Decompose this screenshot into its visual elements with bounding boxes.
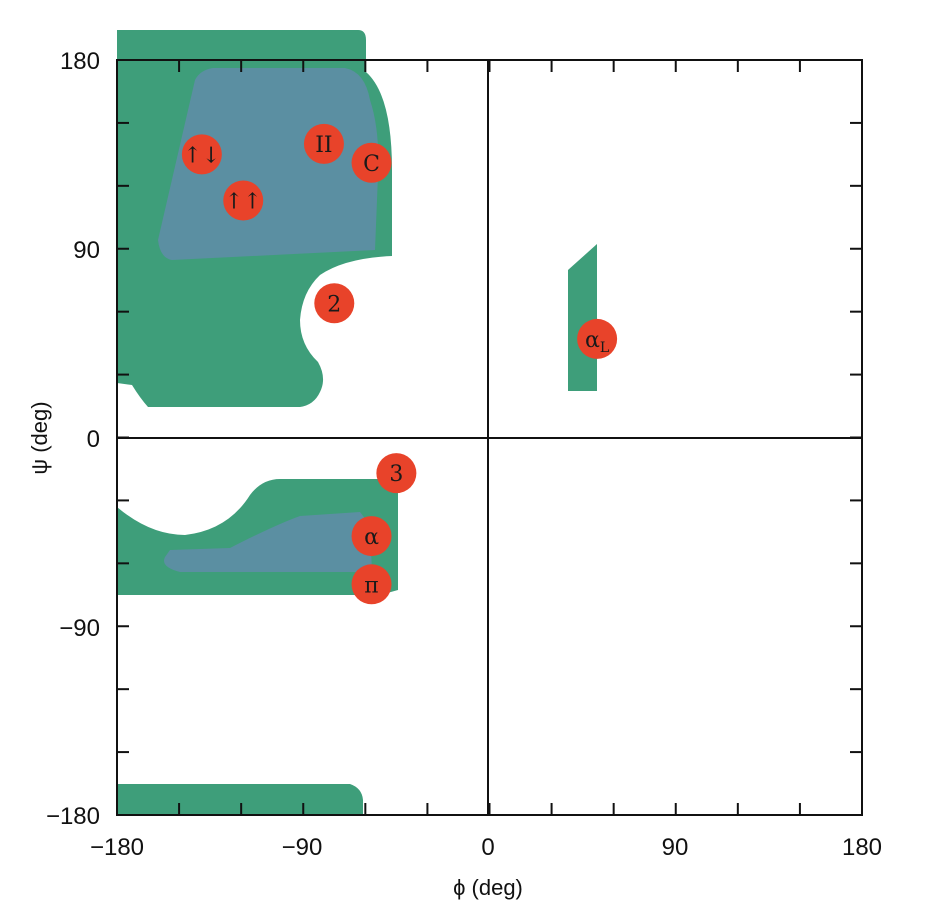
allowed-region-beta-bottom [117, 784, 363, 815]
x-axis-title: ϕ (deg) [453, 875, 523, 900]
allowed-region-alpha-left [568, 244, 597, 391]
marker-circle [351, 516, 392, 557]
x-tick-label: 90 [662, 834, 689, 861]
y-tick-label: −180 [46, 803, 100, 830]
marker-label: C [363, 152, 380, 177]
marker-circle [181, 134, 222, 175]
x-tick-label: 180 [842, 834, 882, 861]
marker-label: 3 [389, 462, 403, 487]
axis-ticks [117, 60, 862, 815]
marker-circle [223, 180, 264, 221]
marker-label: ↑↑ [225, 190, 262, 215]
marker-circle [577, 318, 618, 359]
marker-label: ↑↓ [183, 143, 220, 168]
marker-circle [351, 142, 392, 183]
x-tick-label: −90 [282, 834, 323, 861]
y-tick-label: 90 [73, 237, 100, 264]
marker-label: π [364, 573, 378, 598]
marker-circle [351, 564, 392, 605]
x-tick-label: 0 [481, 834, 494, 861]
fully-allowed-region-alpha [164, 512, 372, 572]
marker-label: II [315, 133, 332, 158]
x-tick-labels: −180 −90 0 90 180 [90, 834, 882, 861]
marker-circle [376, 453, 417, 494]
marker-label: αL [585, 328, 609, 356]
y-tick-label: 180 [60, 48, 100, 75]
y-tick-labels: 180 90 0 −90 −180 [46, 48, 100, 830]
marker-circle [303, 123, 344, 164]
y-tick-label: 0 [87, 426, 100, 453]
y-tick-label: −90 [59, 615, 100, 642]
marker-label: 2 [327, 292, 341, 317]
marker-circle [314, 283, 355, 324]
conformation-markers: ↑↓↑↑ II C 2 αL 3 απ [181, 123, 618, 605]
fully-allowed-regions [158, 68, 379, 572]
fully-allowed-region-beta [158, 68, 379, 260]
marker-label: α [364, 525, 379, 550]
y-axis-title: ψ (deg) [27, 401, 52, 474]
x-tick-label: −180 [90, 834, 144, 861]
